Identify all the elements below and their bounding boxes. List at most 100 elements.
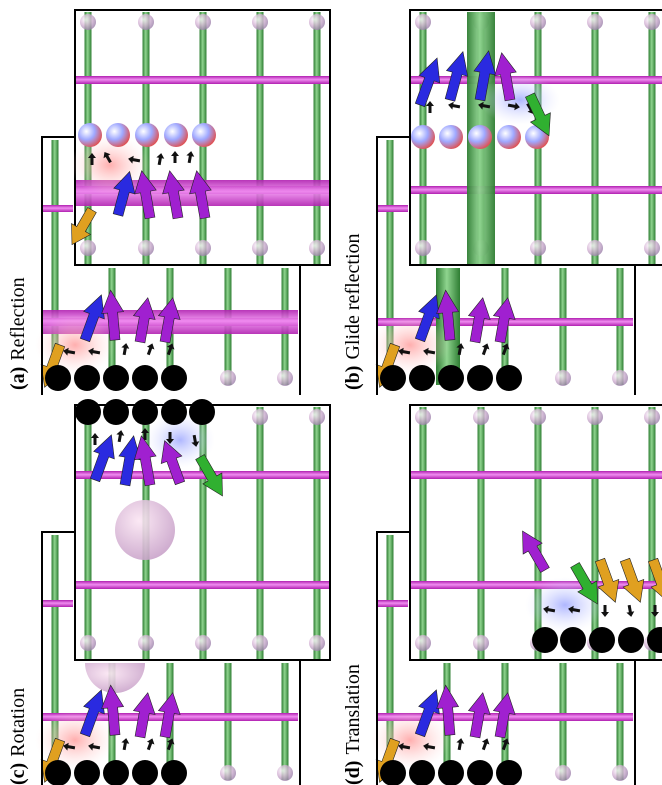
- arrow-shape: [480, 342, 492, 356]
- site: [530, 14, 546, 30]
- spin-site: [409, 760, 435, 785]
- green-rod: [560, 663, 567, 780]
- site: [220, 370, 236, 386]
- panel-label: (d)Translation: [342, 664, 364, 785]
- small-arrow: [171, 151, 179, 163]
- green-rod: [314, 407, 321, 659]
- magenta-rod: [378, 600, 408, 607]
- spin-site: [103, 365, 129, 391]
- spin-site: [467, 760, 493, 785]
- small-arrow: [120, 737, 130, 750]
- small-arrow: [91, 433, 99, 445]
- arrow-shape: [145, 342, 157, 356]
- spin-site: [438, 365, 464, 391]
- site: [138, 240, 154, 256]
- spin-arrow: [513, 526, 555, 576]
- page: (a)Reflection(b)Glide reflection (c) Rotat…: [0, 0, 662, 785]
- site: [644, 14, 660, 30]
- spin-site: [192, 123, 216, 147]
- panel: (a)Reflection: [7, 10, 330, 395]
- spin-site: [438, 760, 464, 785]
- site: [138, 635, 154, 651]
- site: [252, 14, 268, 30]
- spin-site: [132, 760, 158, 785]
- green-rod: [649, 407, 656, 659]
- spin-site: [78, 123, 102, 147]
- green-rod: [649, 12, 656, 264]
- panel: (b)Glide reflection: [342, 10, 662, 395]
- spin-site: [161, 760, 187, 785]
- arrow-shape: [91, 433, 99, 445]
- site: [587, 14, 603, 30]
- arrow-shape: [145, 737, 157, 751]
- spin-site: [468, 125, 492, 149]
- arrow-shape: [625, 604, 635, 617]
- green-rod: [560, 268, 567, 385]
- spin-site: [380, 365, 406, 391]
- arrow-shape: [480, 737, 492, 751]
- green-rod: [257, 407, 264, 659]
- spin-site: [496, 365, 522, 391]
- panel-title: Reflection: [7, 277, 29, 360]
- panel-title: Rotation: [7, 688, 29, 757]
- site: [80, 14, 96, 30]
- arrow-shape: [171, 151, 179, 163]
- site: [195, 635, 211, 651]
- spin-site: [380, 760, 406, 785]
- site: [612, 370, 628, 386]
- panel-title: Translation: [342, 664, 364, 754]
- small-arrow: [447, 101, 460, 111]
- panel-tag: (b): [342, 366, 364, 390]
- site: [252, 635, 268, 651]
- magenta-rod: [43, 600, 73, 607]
- spin-site: [439, 125, 463, 149]
- site: [473, 409, 489, 425]
- small-arrow: [145, 737, 157, 751]
- site: [473, 635, 489, 651]
- figure: (a)Reflection(b)Glide reflection (c) Rotat…: [0, 0, 662, 785]
- small-arrow: [480, 737, 492, 751]
- panel-tag: (c): [7, 763, 29, 785]
- green-rod: [617, 268, 624, 385]
- site: [644, 240, 660, 256]
- site: [415, 14, 431, 30]
- spin-site: [106, 123, 130, 147]
- spin-site: [74, 760, 100, 785]
- small-arrow: [185, 150, 195, 163]
- magenta-rod: [43, 205, 73, 212]
- spin-site: [135, 123, 159, 147]
- site: [220, 765, 236, 781]
- arrow-shape: [185, 150, 195, 163]
- small-arrow: [625, 604, 635, 617]
- spin-site: [74, 365, 100, 391]
- spin-site: [409, 365, 435, 391]
- site: [415, 635, 431, 651]
- site: [555, 370, 571, 386]
- panel: (d)Translation: [342, 405, 662, 785]
- green-rod: [314, 12, 321, 264]
- spin-site: [497, 125, 521, 149]
- spin-site: [467, 365, 493, 391]
- spin-site: [618, 627, 644, 653]
- magenta-rod: [411, 471, 662, 479]
- spin-site: [103, 399, 129, 425]
- small-arrow: [115, 429, 125, 442]
- green-rod: [420, 407, 427, 659]
- green-rod: [282, 663, 289, 780]
- spin-site: [589, 627, 615, 653]
- arrow-shape: [115, 429, 125, 442]
- spin-site: [532, 627, 558, 653]
- arrow-shape: [426, 101, 434, 113]
- spin-site: [164, 123, 188, 147]
- rotation-axis: [85, 663, 145, 693]
- site: [530, 240, 546, 256]
- small-arrow: [426, 101, 434, 113]
- spin-site: [161, 365, 187, 391]
- site: [587, 409, 603, 425]
- small-arrow: [455, 737, 465, 750]
- spin-site: [103, 760, 129, 785]
- site: [195, 14, 211, 30]
- spin-site: [189, 399, 215, 425]
- green-rod: [478, 407, 485, 659]
- arrow-shape: [447, 101, 460, 111]
